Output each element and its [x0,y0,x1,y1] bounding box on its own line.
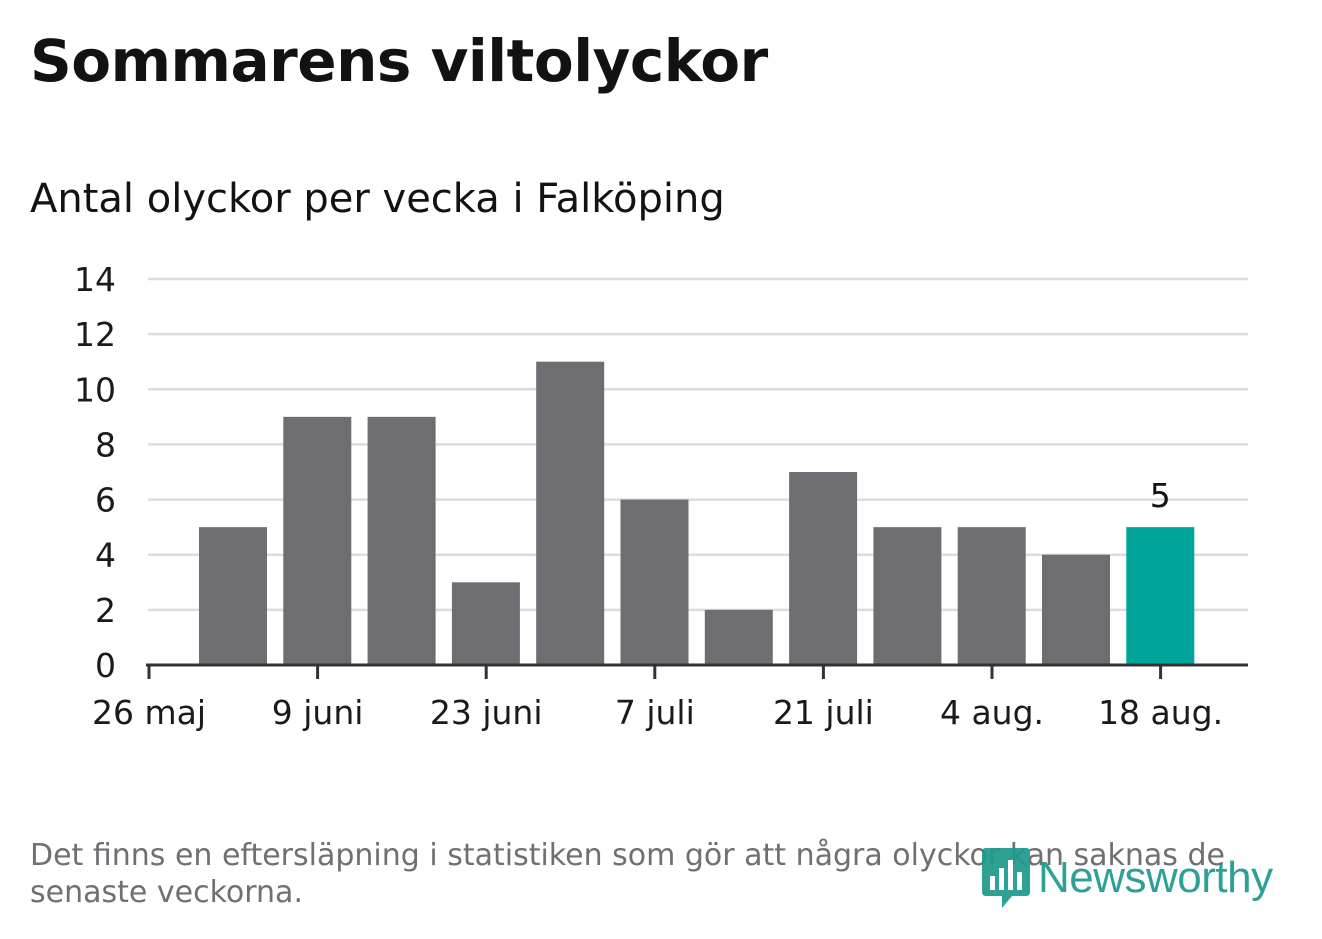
bar [367,416,436,665]
tick-labels: 0 2 4 6 8 10 12 14 5 26 maj 9 juni 23 juni 7 juli 21 … [74,260,1223,732]
chart-subtitle: Antal olyckor per vecka i Falköping [30,176,725,222]
x-axis [146,663,1248,679]
data-label: 5 [1150,476,1171,515]
bar [957,527,1026,665]
x-tick-label: 21 juli [773,693,874,732]
y-tick-label: 2 [95,591,116,630]
bar [536,361,605,665]
bar [789,472,858,665]
y-tick-label: 4 [95,536,116,575]
x-tick-label: 4 aug. [940,693,1044,732]
y-tick-label: 14 [74,260,116,299]
bar [873,527,942,665]
y-tick-label: 12 [74,315,116,354]
y-tick-label: 6 [95,481,116,520]
x-tick-label: 9 juni [272,693,364,732]
bar-highlighted [1126,527,1195,665]
x-tick-label: 26 maj [92,693,206,732]
bar [283,416,352,665]
bar [620,499,689,665]
y-tick-label: 8 [95,425,116,464]
x-tick-label: 23 juni [430,693,543,732]
logo-text: Newsworthy [1038,853,1273,902]
bar [199,527,267,665]
bar-chart-speech-bubble-icon [982,848,1030,908]
y-tick-label: 10 [74,370,116,409]
x-tick-label: 7 juli [615,693,695,732]
bars [199,361,1195,665]
bar [1042,554,1110,665]
bar-chart: 0 2 4 6 8 10 12 14 5 26 maj 9 juni 23 juni 7 juli 21 … [74,260,1248,732]
bar [451,582,520,665]
newsworthy-logo: Newsworthy [980,846,1273,910]
y-tick-label: 0 [95,646,116,685]
bar [704,609,773,665]
chart-title: Sommarens viltolyckor [30,27,768,95]
x-tick-label: 18 aug. [1098,693,1223,732]
